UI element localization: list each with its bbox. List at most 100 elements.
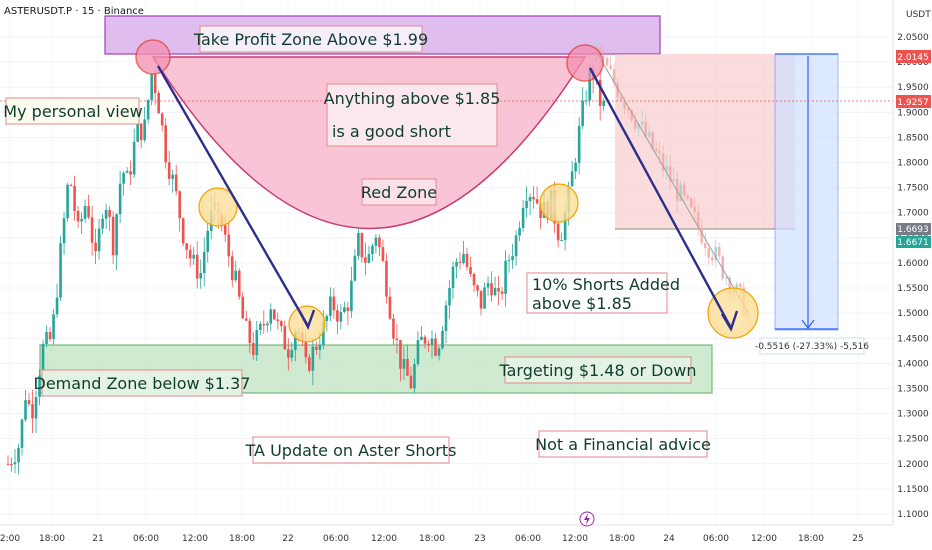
projected-body xyxy=(602,56,605,58)
projected-body xyxy=(724,277,728,279)
projected-body xyxy=(738,283,742,288)
projected-body xyxy=(626,108,630,111)
projected-body xyxy=(696,212,700,228)
candle-body xyxy=(24,400,27,420)
x-tick-label: 25 xyxy=(852,534,863,544)
candle-body xyxy=(290,350,294,358)
y-tick-label: 1.3500 xyxy=(897,384,929,394)
lightning-icon[interactable] xyxy=(579,511,595,527)
time-axis[interactable] xyxy=(0,525,932,550)
arrow-two-head xyxy=(720,310,739,332)
candle-body xyxy=(385,260,388,297)
x-tick-label: 24 xyxy=(663,534,675,544)
candle-body xyxy=(371,245,374,255)
projected-body xyxy=(714,246,718,261)
candle-body xyxy=(556,223,560,241)
candle-body xyxy=(339,312,343,322)
candle-body xyxy=(434,338,437,356)
right-orange-marker xyxy=(539,183,579,223)
candle-body xyxy=(451,266,455,289)
svg-text:Red Zone: Red Zone xyxy=(361,183,437,202)
projected-body xyxy=(668,166,672,182)
red-zone-label: Red Zone xyxy=(361,178,437,206)
y-tick-label: 1.1500 xyxy=(897,485,929,495)
candle-body xyxy=(581,100,584,126)
projected-body xyxy=(679,184,682,201)
candle-body xyxy=(97,228,101,252)
x-axis-ticks: 2:00 18:00 21 06:00 12:00 18:00 22 06:00 12:00 18… xyxy=(0,534,864,544)
candle-body xyxy=(514,235,518,257)
candle-body xyxy=(223,225,227,235)
candle-body xyxy=(574,162,577,172)
candle-body xyxy=(202,251,206,274)
top-left-marker xyxy=(135,39,171,75)
x-tick-label: 12:00 xyxy=(751,534,777,544)
projected-body xyxy=(623,100,626,109)
svg-text:1.6693: 1.6693 xyxy=(897,225,929,235)
y-tick-label: 1.4500 xyxy=(897,334,929,344)
candle-body xyxy=(486,283,490,288)
projected-body xyxy=(658,151,661,154)
projected-body xyxy=(644,121,647,137)
x-tick-label: 18:00 xyxy=(229,534,255,544)
candle-body xyxy=(206,230,210,252)
candle-body xyxy=(167,162,171,179)
x-tick-label: 06:00 xyxy=(515,534,541,544)
candle-body xyxy=(325,316,329,321)
candle-body xyxy=(507,260,511,262)
price-axis[interactable] xyxy=(893,0,932,550)
candle-body xyxy=(535,199,539,204)
candle-body xyxy=(322,320,325,345)
candle-body xyxy=(528,196,532,202)
y-tick-label: 1.4000 xyxy=(897,359,929,369)
svg-text:2.0145: 2.0145 xyxy=(897,53,929,63)
svg-text:My personal view: My personal view xyxy=(3,102,142,121)
y-tick-label: 1.9000 xyxy=(897,108,929,118)
candle-body xyxy=(171,174,174,179)
projected-body xyxy=(682,184,686,196)
candle-body xyxy=(6,463,10,465)
candle-body xyxy=(532,196,535,200)
x-tick-label: 12:00 xyxy=(562,534,588,544)
y-tick-label: 1.9500 xyxy=(897,83,929,93)
ta-update-label: TA Update on Aster Shorts xyxy=(245,436,456,464)
shorts-added-label: 10% Shorts Added above $1.85 xyxy=(526,272,680,314)
projected-body xyxy=(700,227,704,243)
candle-body xyxy=(304,340,308,358)
candle-body xyxy=(87,205,90,218)
candle-body xyxy=(493,288,497,296)
targeting-label: Targeting $1.48 or Down xyxy=(498,356,697,384)
measure-box xyxy=(774,53,839,331)
x-tick-label: 06:00 xyxy=(133,534,159,544)
y-tick-label: 1.3000 xyxy=(897,410,929,420)
x-tick-label: 12:00 xyxy=(182,534,208,544)
candle-body xyxy=(185,243,189,250)
projected-body xyxy=(651,132,654,149)
candle-body xyxy=(276,319,280,322)
candle-body xyxy=(255,330,259,356)
candle-body xyxy=(332,296,336,311)
y-tick-label: 1.7500 xyxy=(897,184,929,194)
candle-body xyxy=(118,183,122,215)
symbol-title: ASTERUSDT.P · 15 · Binance xyxy=(4,6,144,17)
candle-body xyxy=(17,447,20,463)
svg-text:Targeting $1.48 or Down: Targeting $1.48 or Down xyxy=(498,361,696,380)
not-advice-label: Not a Financial advice xyxy=(535,430,711,458)
projected-body xyxy=(707,248,711,258)
svg-text:1.9257: 1.9257 xyxy=(897,98,929,108)
svg-text:1.6671: 1.6671 xyxy=(897,238,929,248)
projected-body xyxy=(665,166,668,171)
candle-body xyxy=(525,201,528,208)
candle-body xyxy=(441,330,444,349)
svg-text:is a good short: is a good short xyxy=(332,122,451,141)
candle-body xyxy=(336,310,339,322)
candle-body xyxy=(129,171,132,175)
candle-body xyxy=(10,464,13,466)
candle-body xyxy=(258,323,262,331)
svg-text:above $1.85: above $1.85 xyxy=(532,294,632,313)
projected-body xyxy=(672,179,675,182)
candle-body xyxy=(483,287,486,309)
candle-body xyxy=(139,123,143,141)
svg-text:Demand Zone below $1.37: Demand Zone below $1.37 xyxy=(34,374,251,393)
